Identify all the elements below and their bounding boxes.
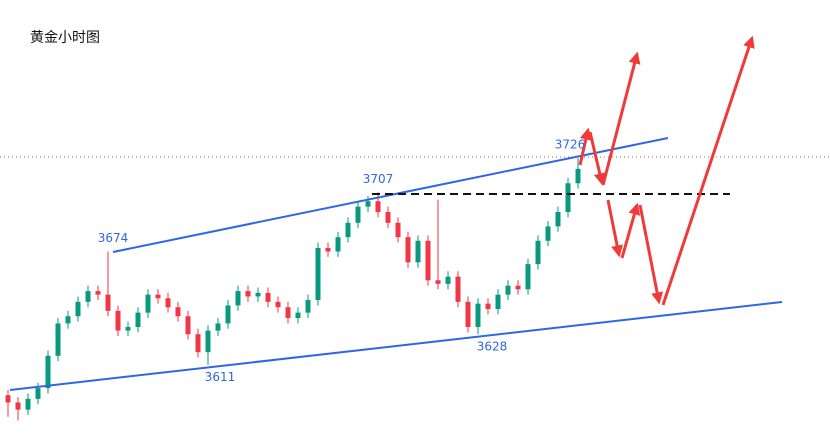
candle-body [55, 323, 61, 356]
candle-body [155, 294, 161, 299]
arrow [588, 131, 606, 186]
candle-body [85, 291, 91, 302]
candle-body [535, 240, 541, 265]
candle-body [145, 294, 151, 313]
candle-body [65, 316, 71, 324]
candle-body [45, 355, 51, 389]
candle-body [385, 212, 391, 223]
candle-body [335, 237, 341, 252]
candle-body [165, 298, 171, 308]
candles [5, 158, 581, 421]
candle-body [505, 285, 511, 295]
price-label: 3674 [98, 231, 129, 245]
candle-body [75, 301, 81, 317]
candle-body [25, 398, 31, 410]
candle-body [115, 310, 121, 331]
candle-body [325, 247, 331, 252]
candle-body [475, 303, 481, 328]
candle-body [265, 292, 271, 302]
chart-title: 黄金小时图 [30, 29, 100, 46]
candle-body [445, 276, 451, 284]
candle-body [295, 312, 301, 319]
candle-body [235, 291, 241, 306]
candle-body [375, 201, 381, 213]
candle-body [305, 300, 311, 313]
candle-body [135, 312, 141, 328]
candle-body [435, 280, 441, 284]
candle-body [425, 240, 431, 281]
candle-body [345, 222, 351, 238]
candle-body [15, 402, 21, 410]
candle-body [515, 285, 521, 290]
arrow [638, 204, 664, 305]
price-label: 3611 [205, 370, 236, 384]
candle-body [565, 183, 571, 213]
candle-body [205, 330, 211, 353]
candle-body [455, 276, 461, 302]
candle-body [175, 307, 181, 317]
candle-body [95, 291, 101, 295]
arrow [606, 199, 624, 258]
arrows [578, 35, 755, 306]
candle-body [525, 264, 531, 290]
arrow [620, 202, 641, 259]
candle-body [395, 222, 401, 238]
arrow [578, 127, 592, 166]
candle-body [35, 388, 41, 399]
candle-body [5, 395, 11, 403]
candle-body [275, 301, 281, 308]
candle-body [245, 291, 251, 297]
candle-body [555, 212, 561, 227]
candle-body [415, 240, 421, 263]
price-label: 3628 [477, 340, 508, 354]
price-label: 3726 [555, 138, 586, 152]
lower-trendline [9, 301, 783, 391]
candle-body [315, 247, 321, 301]
candle-body [125, 327, 131, 331]
candle-body [105, 294, 111, 311]
candle-body [545, 226, 551, 241]
candle-body [215, 323, 221, 331]
candle-body [225, 305, 231, 324]
candle-body [485, 303, 491, 310]
candle-body [365, 201, 371, 207]
candle-body [195, 334, 201, 353]
price-label: 3707 [363, 172, 394, 186]
candle-body [465, 301, 471, 328]
candle-body [405, 237, 411, 263]
arrow [661, 35, 755, 306]
arrow [601, 51, 641, 186]
candle-body [285, 307, 291, 319]
candle-body [575, 168, 581, 184]
candle-body [495, 294, 501, 310]
candle-body [255, 292, 261, 297]
candle-body [185, 316, 191, 335]
candle-body [355, 206, 361, 223]
